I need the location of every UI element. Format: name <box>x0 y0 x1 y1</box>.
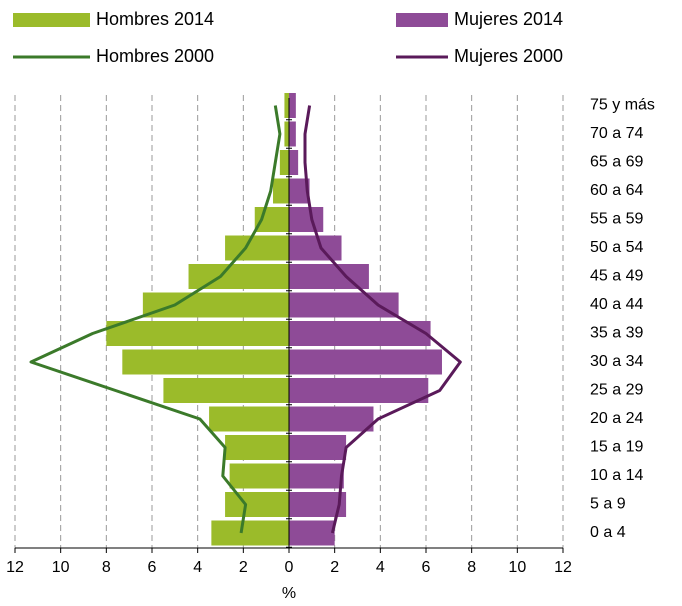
y-tick-label: 75 y más <box>590 97 655 114</box>
x-tick-label: 8 <box>467 559 476 576</box>
y-tick-label: 15 a 19 <box>590 439 643 456</box>
x-tick-label: 4 <box>376 559 385 576</box>
y-tick-label: 60 a 64 <box>590 182 643 199</box>
bar <box>289 121 296 147</box>
y-tick-label: 30 a 34 <box>590 353 643 370</box>
y-tick-label: 45 a 49 <box>590 268 643 285</box>
y-tick-label: 0 a 4 <box>590 524 626 541</box>
y-tick-label: 70 a 74 <box>590 125 643 142</box>
y-tick-label: 25 a 29 <box>590 382 643 399</box>
bar <box>273 178 289 204</box>
y-tick-label: 55 a 59 <box>590 211 643 228</box>
bar <box>289 406 374 432</box>
legend-swatch <box>396 13 448 27</box>
bar <box>211 520 289 546</box>
bar <box>289 235 342 261</box>
line <box>29 105 282 534</box>
bar <box>289 321 431 346</box>
bar <box>289 292 399 318</box>
bar <box>289 520 335 546</box>
y-tick-label: 50 a 54 <box>590 239 643 256</box>
y-tick-label: 65 a 69 <box>590 154 643 171</box>
x-tick-label: 4 <box>193 559 202 576</box>
legend-label: Hombres 2000 <box>96 46 214 66</box>
bar <box>289 93 296 118</box>
bar <box>284 93 289 118</box>
legend-swatch <box>13 13 90 27</box>
bar <box>289 349 442 375</box>
bar <box>289 378 429 403</box>
bar <box>209 406 289 432</box>
y-tick-label: 5 a 9 <box>590 496 626 513</box>
bar <box>289 178 310 204</box>
bar <box>279 150 289 175</box>
bar <box>229 463 289 489</box>
bar <box>122 349 289 375</box>
x-tick-label: 6 <box>422 559 431 576</box>
bar <box>289 150 299 175</box>
x-tick-label: 12 <box>554 559 572 576</box>
bar <box>284 121 289 147</box>
bar <box>289 435 347 460</box>
y-tick-label: 35 a 39 <box>590 325 643 342</box>
y-tick-label: 40 a 44 <box>590 296 643 313</box>
x-tick-label: 6 <box>148 559 157 576</box>
legend-label: Mujeres 2014 <box>454 9 563 29</box>
x-tick-label: 12 <box>6 559 24 576</box>
bar <box>225 492 289 517</box>
bar <box>142 292 289 318</box>
line <box>303 105 462 534</box>
bar <box>289 463 344 489</box>
x-tick-label: 10 <box>52 559 70 576</box>
bar <box>163 378 289 403</box>
x-tick-label: 8 <box>102 559 111 576</box>
x-tick-label: 2 <box>239 559 248 576</box>
y-tick-label: 20 a 24 <box>590 410 643 427</box>
x-tick-label: 10 <box>508 559 526 576</box>
legend-label: Mujeres 2000 <box>454 46 563 66</box>
x-axis-label: % <box>282 585 296 601</box>
bar <box>225 235 289 261</box>
y-tick-label: 10 a 14 <box>590 467 643 484</box>
bar <box>289 207 324 232</box>
x-tick-label: 2 <box>330 559 339 576</box>
bar <box>106 321 289 346</box>
bar <box>188 264 289 289</box>
legend-label: Hombres 2014 <box>96 9 214 29</box>
x-tick-label: 0 <box>285 559 294 576</box>
bar <box>225 435 289 460</box>
